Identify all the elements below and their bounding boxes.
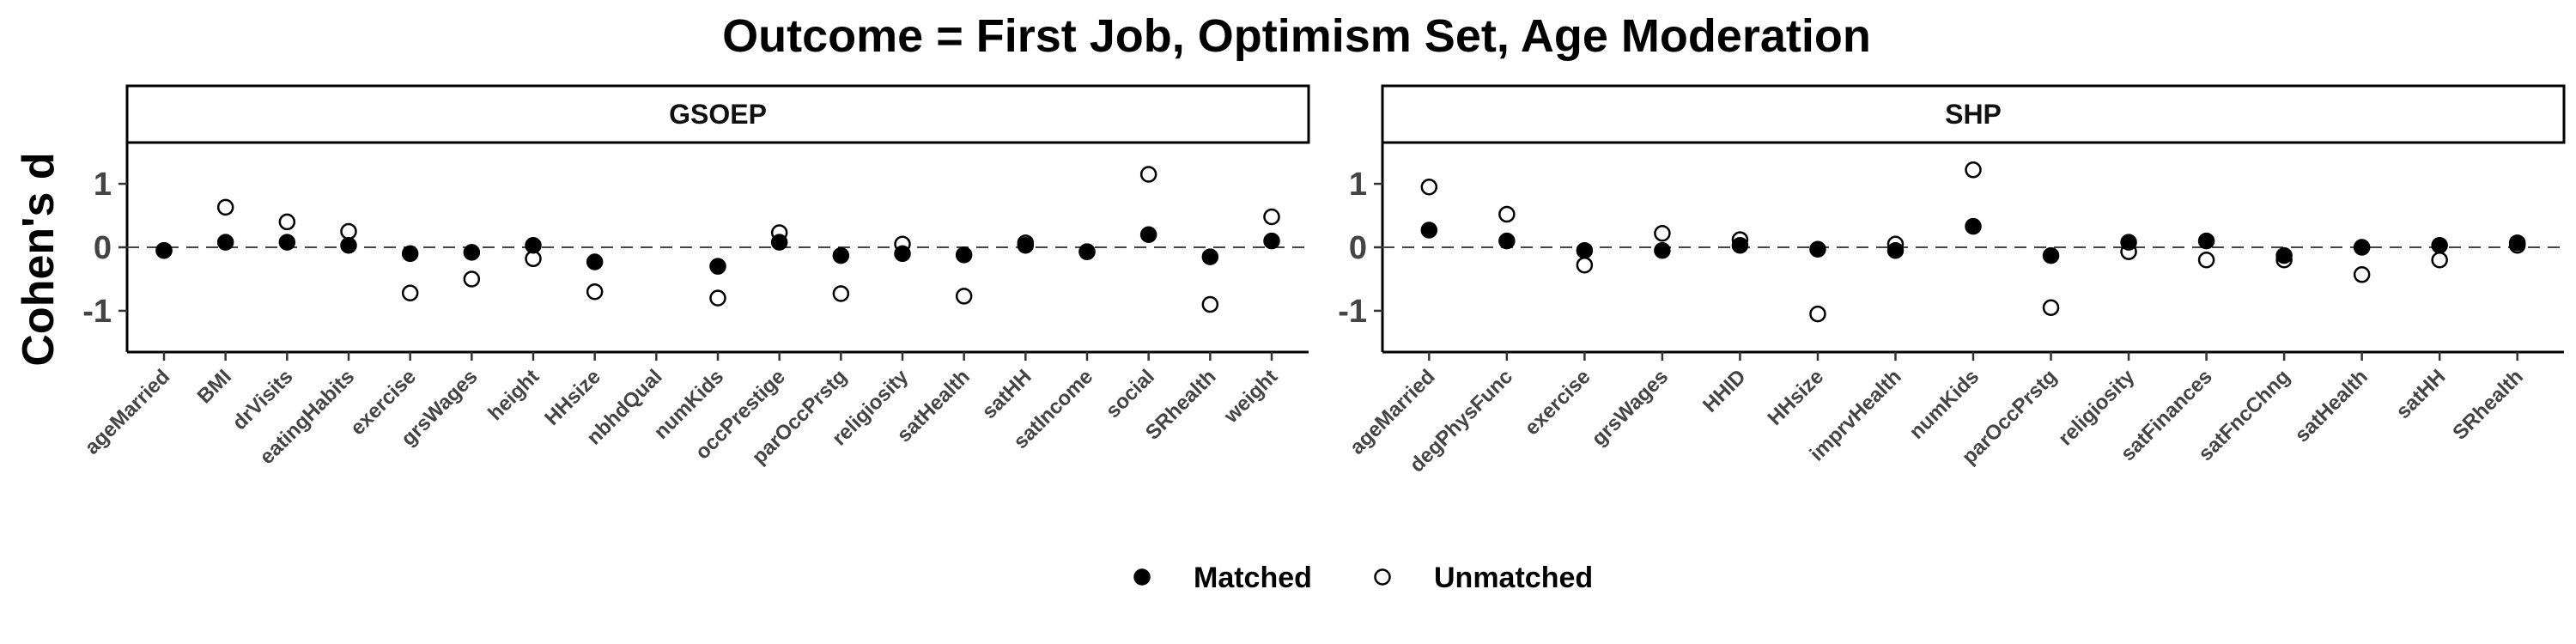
- x-tick-label-social: social: [1102, 365, 1159, 422]
- point-matched-agemarried: [1420, 222, 1438, 239]
- point-unmatched-satfinances: [2197, 252, 2215, 269]
- point-unmatched-degphysfunc: [1498, 205, 1516, 223]
- point-matched-social: [1139, 226, 1157, 243]
- point-unmatched-hhsize: [1809, 305, 1826, 323]
- point-matched-srhealth: [2508, 234, 2526, 252]
- point-matched-paroccprstg: [832, 246, 850, 264]
- x-tick-label-religiosity: religiosity: [2054, 365, 2140, 451]
- strip-label-shp: SHP: [1945, 99, 2002, 130]
- point-matched-sathh: [1017, 237, 1035, 254]
- y-tick-label: 1: [94, 167, 112, 203]
- x-tick-label-sathh: satHH: [2391, 365, 2450, 423]
- x-tick-label-exercise: exercise: [1521, 365, 1595, 440]
- x-tick-label-hhid: HHID: [1698, 365, 1751, 417]
- point-unmatched-paroccprstg: [832, 285, 850, 302]
- point-unmatched-grswages: [1654, 224, 1671, 242]
- point-matched-height: [525, 237, 542, 254]
- point-unmatched-drvisits: [278, 213, 296, 231]
- point-matched-weight: [1263, 232, 1280, 250]
- point-matched-grswages: [1654, 241, 1671, 259]
- point-unmatched-eatinghabits: [340, 222, 357, 240]
- point-matched-hhsize: [586, 253, 604, 270]
- point-matched-drvisits: [278, 234, 296, 251]
- legend-key-matched: [1133, 568, 1151, 586]
- point-matched-satfncchng: [2275, 246, 2293, 264]
- point-unmatched-sathealth: [2353, 266, 2371, 283]
- point-matched-srhealth: [1201, 248, 1219, 265]
- x-tick-label-sathh: satHH: [977, 365, 1036, 423]
- y-axis-label: Cohen's d: [14, 152, 64, 366]
- x-tick-label-grswages: grsWages: [1588, 365, 1674, 451]
- strip-gsoep: [125, 84, 1310, 144]
- x-tick-label-weight: weight: [1219, 365, 1283, 428]
- y-tick-label: 1: [1349, 167, 1367, 203]
- point-matched-satincome: [1078, 243, 1096, 260]
- point-unmatched-srhealth: [1201, 295, 1219, 313]
- point-unmatched-exercise: [401, 284, 419, 301]
- x-tick-label-hhsize: HHsize: [1764, 365, 1829, 430]
- chart-title: Outcome = First Job, Optimism Set, Age M…: [722, 10, 1871, 62]
- legend: Matched Unmatched: [1133, 562, 1593, 594]
- point-unmatched-numkids: [709, 289, 726, 307]
- y-tick-label: 0: [94, 230, 112, 266]
- y-tick-label: 0: [1349, 230, 1367, 266]
- point-matched-degphysfunc: [1498, 232, 1516, 250]
- point-matched-sathealth: [955, 246, 973, 264]
- point-matched-agemarried: [155, 241, 173, 259]
- point-unmatched-agemarried: [1420, 179, 1438, 196]
- point-unmatched-sathh: [2431, 252, 2448, 269]
- point-unmatched-numkids: [1965, 161, 1982, 179]
- point-matched-numkids: [1965, 217, 1982, 235]
- point-unmatched-grswages: [463, 270, 481, 288]
- point-unmatched-hhsize: [586, 283, 604, 301]
- point-matched-numkids: [709, 258, 726, 275]
- point-unmatched-exercise: [1576, 256, 1594, 274]
- point-unmatched-sathealth: [955, 288, 973, 305]
- x-tick-label-sathealth: satHealth: [2290, 365, 2372, 447]
- strip-shp: [1381, 84, 2566, 144]
- legend-label-unmatched: Unmatched: [1434, 562, 1593, 594]
- point-matched-eatinghabits: [340, 237, 357, 254]
- x-tick-label-bmi: BMI: [193, 365, 236, 408]
- legend-label-matched: Matched: [1194, 562, 1312, 594]
- y-tick-label: -1: [1338, 294, 1367, 330]
- x-tick-label-srhealth: SRhealth: [2448, 365, 2528, 445]
- x-tick-label-agemarried: ageMarried: [81, 365, 175, 459]
- point-unmatched-paroccprstg: [2042, 299, 2060, 316]
- point-matched-bmi: [216, 234, 234, 251]
- point-matched-satfinances: [2197, 232, 2215, 250]
- legend-key-unmatched: [1374, 568, 1391, 586]
- point-unmatched-social: [1139, 166, 1157, 183]
- point-matched-paroccprstg: [2042, 246, 2060, 264]
- point-matched-religiosity: [2120, 234, 2137, 251]
- point-matched-exercise: [1576, 241, 1594, 259]
- x-tick-label-numkids: numKids: [1905, 365, 1984, 444]
- point-matched-religiosity: [894, 245, 911, 263]
- point-matched-sathh: [2431, 237, 2448, 254]
- point-matched-exercise: [401, 245, 419, 263]
- point-matched-grswages: [463, 244, 481, 261]
- y-tick-label: -1: [82, 294, 112, 330]
- point-matched-occprestige: [770, 234, 788, 251]
- strip-label-gsoep: GSOEP: [669, 99, 767, 130]
- x-tick-label-height: height: [483, 365, 544, 425]
- point-matched-sathealth: [2353, 239, 2371, 256]
- point-unmatched-weight: [1263, 208, 1280, 226]
- point-matched-imprvhealth: [1886, 241, 1905, 259]
- point-matched-hhsize: [1809, 240, 1826, 258]
- point-matched-hhid: [1731, 237, 1749, 254]
- point-unmatched-bmi: [216, 198, 234, 216]
